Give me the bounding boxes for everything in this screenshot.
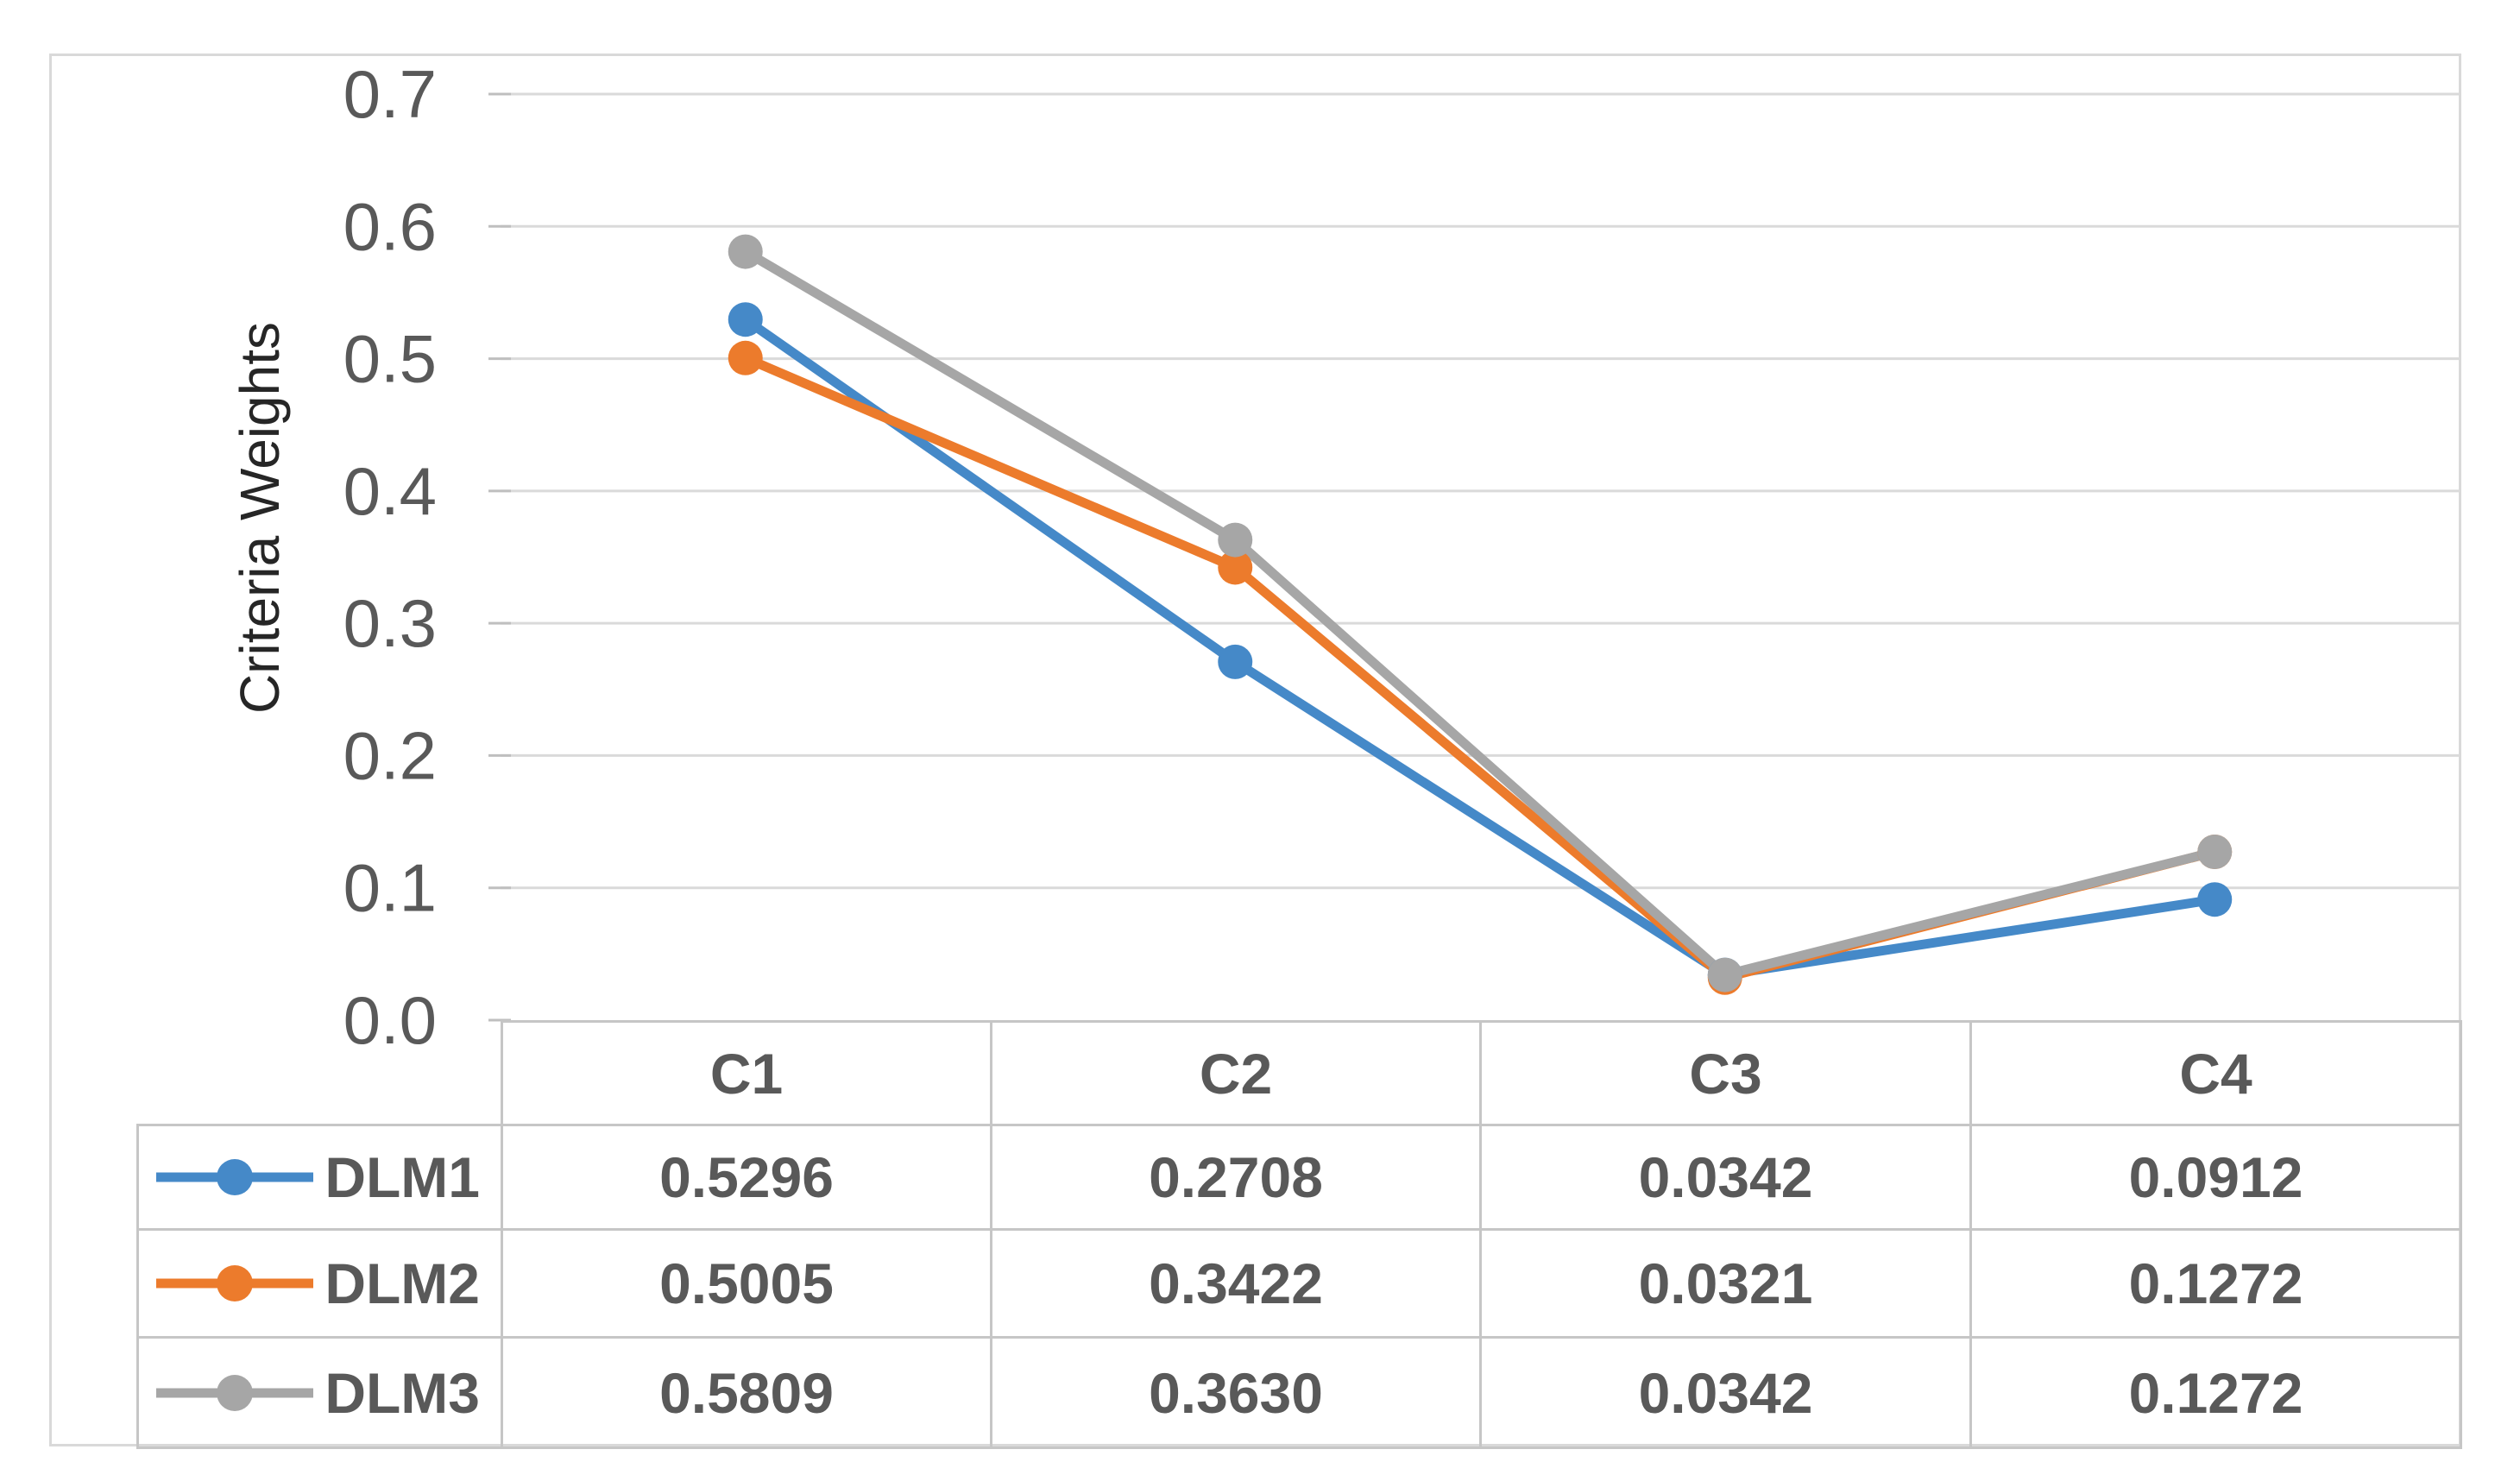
data-point-dlm3-c3 — [1707, 957, 1742, 993]
table-row: DLM1 0.5296 0.2708 0.0342 0.0912 — [136, 1124, 2462, 1231]
legend-entry: DLM1 — [139, 1144, 501, 1210]
y-axis-title: Criteria Weights — [229, 321, 291, 715]
legend-key-line-marker-icon — [156, 1265, 313, 1301]
cell-dlm2-c2: 0.3422 — [990, 1228, 1482, 1339]
cell-dlm3-c3: 0.0342 — [1479, 1336, 1972, 1449]
legend-key-line-marker-icon — [156, 1374, 313, 1411]
column-header-c3: C3 — [1479, 1020, 1972, 1126]
series-line-dlm2 — [740, 353, 2220, 983]
cell-dlm2-c4: 0.1272 — [1969, 1228, 2462, 1339]
cell-dlm1-c1: 0.5296 — [501, 1124, 992, 1231]
legend-cell-dlm1: DLM1 — [136, 1124, 503, 1231]
cell-dlm1-c3: 0.0342 — [1479, 1124, 1972, 1231]
cell-dlm3-c1: 0.5809 — [501, 1336, 992, 1449]
data-table: C1 C2 C3 C4 DLM1 0.5296 0.2708 0.0342 0.… — [136, 1020, 2462, 1449]
y-axis-tick-label: 0.3 — [343, 585, 437, 661]
data-point-dlm3-c1 — [728, 234, 763, 269]
series-line-dlm3 — [740, 247, 2220, 980]
y-axis-tick-label: 0.7 — [343, 56, 437, 132]
data-point-dlm3-c2 — [1218, 522, 1253, 558]
data-point-dlm1-c2 — [1218, 644, 1253, 679]
y-axis-tick-label: 0.1 — [343, 850, 437, 926]
cell-dlm1-c2: 0.2708 — [990, 1124, 1482, 1231]
legend-entry: DLM2 — [139, 1251, 501, 1316]
table-row: DLM3 0.5809 0.3630 0.0342 0.1272 — [136, 1336, 2462, 1449]
legend-label-dlm1: DLM1 — [324, 1145, 480, 1209]
data-point-dlm2-c2 — [1218, 550, 1253, 585]
legend-label-dlm3: DLM3 — [324, 1360, 480, 1425]
y-axis-tick-label: 0.2 — [343, 717, 437, 793]
legend-key-line-marker-icon — [156, 1159, 313, 1195]
legend-cell-dlm3: DLM3 — [136, 1336, 503, 1449]
y-axis-tick-label: 0.0 — [343, 982, 437, 1058]
data-point-dlm3-c4 — [2197, 835, 2233, 870]
series-line-dlm1 — [740, 314, 2220, 980]
data-point-dlm1-c1 — [728, 302, 763, 337]
cell-dlm1-c4: 0.0912 — [1969, 1124, 2462, 1231]
data-point-dlm2-c1 — [728, 340, 763, 375]
data-point-dlm1-c4 — [2197, 882, 2233, 917]
cell-dlm3-c2: 0.3630 — [990, 1336, 1482, 1449]
y-axis-tick-label: 0.4 — [343, 453, 437, 529]
table-header-row: C1 C2 C3 C4 — [138, 1020, 2462, 1126]
cell-dlm2-c3: 0.0321 — [1479, 1228, 1972, 1339]
column-header-c4: C4 — [1969, 1020, 2462, 1126]
cell-dlm2-c1: 0.5005 — [501, 1228, 992, 1339]
legend-cell-dlm2: DLM2 — [136, 1228, 503, 1339]
column-header-c1: C1 — [501, 1020, 992, 1126]
table-corner-cell — [138, 1022, 502, 1125]
cell-dlm3-c4: 0.1272 — [1969, 1336, 2462, 1449]
y-axis-tick-label: 0.5 — [343, 321, 437, 397]
legend-label-dlm2: DLM2 — [324, 1251, 480, 1315]
legend-entry: DLM3 — [139, 1360, 501, 1426]
table-row: DLM2 0.5005 0.3422 0.0321 0.1272 — [136, 1228, 2462, 1339]
column-header-c2: C2 — [990, 1020, 1482, 1126]
y-axis-tick-label: 0.6 — [343, 188, 437, 264]
